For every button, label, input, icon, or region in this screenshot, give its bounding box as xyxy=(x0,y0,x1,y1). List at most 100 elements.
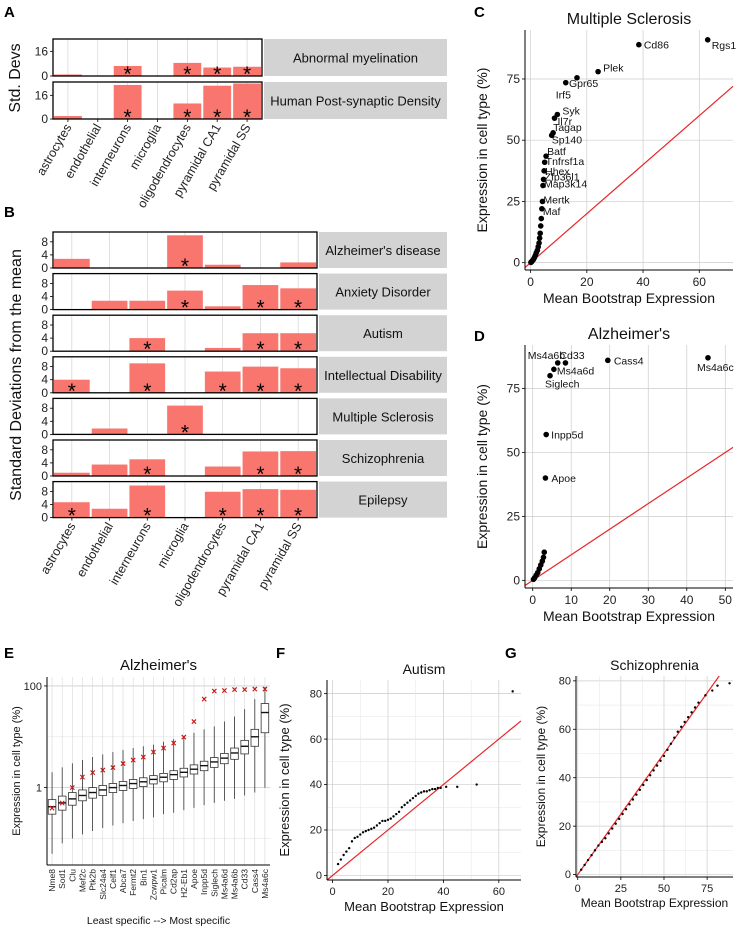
bar-pyramidal-SS xyxy=(280,288,316,310)
data-point xyxy=(562,360,569,366)
observed-marker: × xyxy=(151,748,157,759)
data-point xyxy=(548,132,555,139)
box-Ms4a6c xyxy=(260,703,270,734)
x-tick-label: 25 xyxy=(615,883,627,895)
bar-interneurons xyxy=(113,65,142,76)
data-point xyxy=(403,803,406,807)
y-tick-label: 75 xyxy=(507,72,521,86)
bar-pyramidal-CA1 xyxy=(242,333,279,352)
data-point xyxy=(425,790,428,793)
data-point xyxy=(583,863,586,867)
category-label: astrocytes xyxy=(38,520,79,576)
data-point xyxy=(655,764,659,767)
x-tick-label: 50 xyxy=(719,593,733,607)
bar-pyramidal-CA1 xyxy=(203,67,232,76)
bar-astrocytes xyxy=(54,502,90,518)
data-point xyxy=(345,850,348,853)
data-point xyxy=(716,684,719,687)
data-point xyxy=(590,854,593,857)
data-point xyxy=(541,159,548,166)
panel-g-scatter: 0 25 50 75 0 20 40 60 80 Schizophrenia Mean Bootst… xyxy=(534,657,733,910)
x-axis-title: Mean Bootstrap Expression xyxy=(344,899,504,914)
y-tick-label: 100 xyxy=(24,681,42,693)
data-point xyxy=(408,799,412,802)
bar-pyramidal-SS xyxy=(280,262,316,268)
panel-label-d: D xyxy=(474,328,485,345)
panel-label-a: A xyxy=(4,4,15,21)
panel-a-bar-chart: * * * * 0 16 Abnormal myelination * * * * 0 16 Human … xyxy=(7,38,447,210)
data-point xyxy=(540,182,546,189)
point-label: Sp140 xyxy=(552,134,583,146)
facet-b-1: * 048 Alzheimer's disease xyxy=(41,231,447,278)
y-tick-label: 8 xyxy=(41,276,48,290)
observed-marker: × xyxy=(232,685,238,696)
facet-frame xyxy=(52,356,318,394)
facet-title: Abnormal myelination xyxy=(293,51,418,66)
y-tick-label: 25 xyxy=(507,194,521,208)
chart-title: Multiple Sclerosis xyxy=(567,11,691,28)
box-Cass4 xyxy=(250,728,259,747)
point-label: Hhex xyxy=(545,166,570,178)
data-point xyxy=(475,783,478,786)
bar-microglia xyxy=(167,235,203,268)
data-point xyxy=(339,858,343,861)
significance-star: * xyxy=(68,380,76,403)
y-tick-label: 8 xyxy=(41,318,48,332)
significance-star: * xyxy=(243,63,251,86)
observed-marker: × xyxy=(90,768,96,779)
y-tick-label: 0 xyxy=(41,303,48,317)
observed-marker: × xyxy=(59,798,65,809)
data-point xyxy=(336,862,340,866)
data-point xyxy=(624,807,628,811)
data-point xyxy=(645,778,648,782)
gene-label: Cd2ap xyxy=(169,869,179,894)
data-point xyxy=(595,68,601,75)
point-label: Syk xyxy=(562,105,580,117)
data-point xyxy=(540,176,547,183)
gene-label: Ms4a6d xyxy=(219,869,229,900)
data-point xyxy=(530,576,537,583)
x-tick-label: 30 xyxy=(642,593,656,607)
bar-interneurons xyxy=(113,84,142,119)
point-label: Tagap xyxy=(553,122,582,134)
bar-pyramidal-SS xyxy=(280,489,316,518)
data-point xyxy=(541,549,548,555)
facet-strip xyxy=(319,356,447,393)
data-point xyxy=(392,815,395,818)
identity-line xyxy=(524,85,734,269)
facet-strip xyxy=(264,82,447,119)
bar-oligodendrocytes xyxy=(204,466,241,476)
bar-interneurons xyxy=(129,338,166,352)
point-label: Cass4 xyxy=(614,355,644,367)
observed-marker: × xyxy=(49,803,55,814)
gene-label: Apoe xyxy=(189,869,199,889)
significance-star: * xyxy=(256,297,264,320)
observed-marker: × xyxy=(211,686,217,697)
gene-label: Siglech xyxy=(209,869,219,897)
y-tick-label: 4 xyxy=(41,373,48,387)
bar-pyramidal-CA1 xyxy=(203,85,232,119)
y-tick-label: 75 xyxy=(507,381,521,395)
data-point xyxy=(676,730,679,733)
x-tick-label: 60 xyxy=(493,886,505,898)
significance-star: * xyxy=(124,106,132,129)
data-point xyxy=(422,790,426,793)
panel-e-boxplot: × × × × × × × × × × × × × × × × × × × × × × 1 100 Nme8 Sod1 Clu Mef… xyxy=(11,657,270,927)
data-point xyxy=(420,791,423,794)
x-tick-label: 40 xyxy=(680,593,694,607)
data-point xyxy=(361,831,365,834)
data-point xyxy=(579,868,583,871)
x-tick-label: 50 xyxy=(658,883,670,895)
significance-star: * xyxy=(181,255,189,278)
point-label: Inpp5d xyxy=(551,430,583,442)
chart-title: Alzheimer's xyxy=(588,326,670,343)
y-tick-label: 50 xyxy=(507,445,521,459)
x-tick-label: 0 xyxy=(329,886,335,898)
facet-a-1: * * * * 0 16 Abnormal myelination xyxy=(35,38,447,86)
y-tick-label: 1 xyxy=(36,783,42,795)
data-point xyxy=(364,829,367,833)
data-point xyxy=(543,153,549,159)
gene-label: Fermt2 xyxy=(128,869,138,896)
y-tick-label: 4 xyxy=(41,414,48,428)
significance-star: * xyxy=(219,505,227,528)
